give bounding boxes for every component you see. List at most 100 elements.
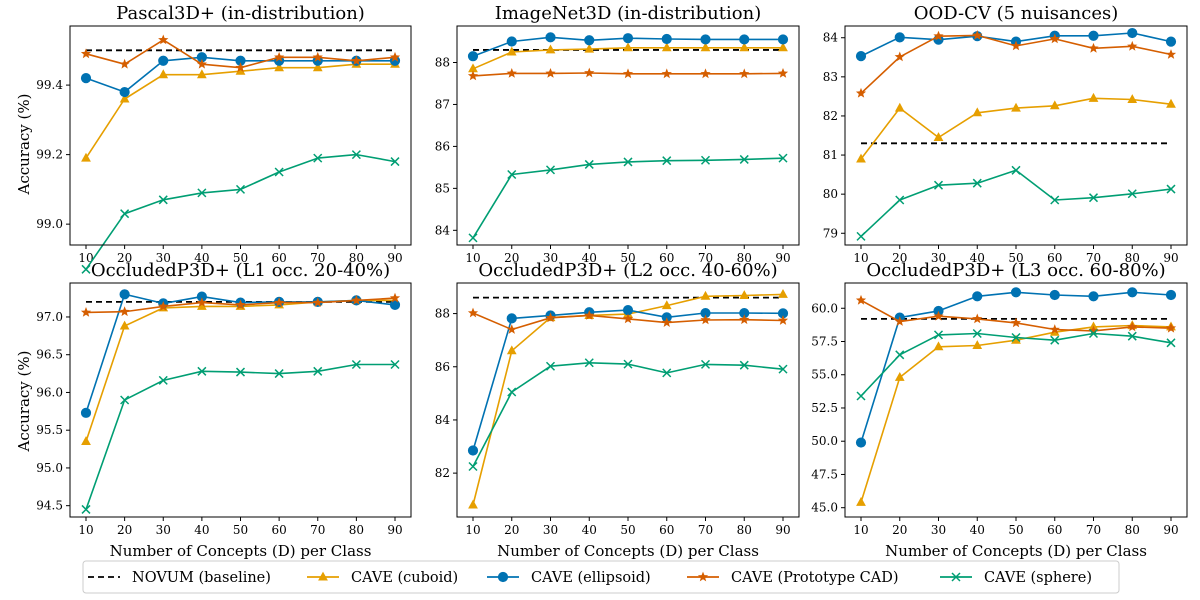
y-tick-label: 50.0 [811, 434, 838, 448]
x-tick-label: 60 [271, 523, 286, 537]
data-point-ellipsoid [855, 51, 867, 62]
data-point-cuboid [856, 153, 866, 163]
series-line-sphere [860, 169, 1172, 237]
data-point-cuboid [778, 289, 788, 298]
data-point-cuboid [1011, 102, 1021, 112]
legend-marker-prototype [697, 571, 709, 582]
data-point-sphere [1088, 193, 1099, 203]
x-tick-label: 40 [970, 251, 985, 265]
data-point-prototype [855, 294, 867, 305]
x-tick-label: 80 [737, 523, 752, 537]
panel: OccludedP3D+ (L3 occ. 60-80%) 10 20 30 40 50 6… [811, 260, 1188, 537]
data-point-prototype [1127, 321, 1138, 332]
series-ellipsoid [467, 32, 789, 62]
data-point-prototype [1088, 42, 1099, 53]
data-point-cuboid [1011, 334, 1021, 344]
x-tick-label: 90 [387, 251, 402, 265]
series-line-ellipsoid [472, 309, 784, 451]
y-tick-label: 47.5 [811, 467, 838, 481]
series-prototype [467, 67, 789, 81]
data-point-prototype [972, 313, 983, 324]
x-tick-label: 70 [310, 523, 325, 537]
data-point-cuboid [81, 436, 91, 445]
data-point-cuboid [545, 44, 556, 54]
data-point-cuboid [584, 43, 595, 53]
data-point-cuboid [506, 345, 517, 355]
data-point-prototype [933, 30, 944, 41]
series-ellipsoid [467, 305, 789, 456]
data-point-cuboid [1166, 98, 1176, 108]
data-point-sphere [739, 360, 749, 370]
data-point-cuboid [739, 290, 750, 299]
panel: OccludedP3D+ (L2 occ. 40-60%) 10 20 30 40 50 6… [435, 260, 800, 537]
legend-item-prototype: CAVE (Prototype CAD) [687, 570, 898, 586]
y-tick-label: 88 [435, 56, 450, 70]
panel: OccludedP3D+ (L1 occ. 20-40%) 10 20 30 40 50 6… [36, 260, 412, 537]
data-point-cuboid [933, 132, 944, 141]
y-tick-label: 95.5 [36, 423, 63, 437]
data-point-cuboid [739, 42, 750, 52]
x-tick-label: 90 [775, 523, 790, 537]
data-point-cuboid [661, 42, 672, 52]
data-point-prototype [196, 58, 207, 69]
data-point-ellipsoid [1165, 36, 1177, 47]
legend-item-cuboid: CAVE (cuboid) [307, 570, 458, 586]
y-tick-label: 84 [435, 413, 451, 427]
data-point-prototype [972, 30, 983, 40]
legend-marker-cuboid [318, 571, 328, 581]
data-point-prototype [622, 68, 634, 79]
y-axis-label: Accuracy (%) [15, 350, 33, 452]
x-axis-label: Number of Concepts (D) per Class [885, 542, 1147, 560]
panel-title: OOD-CV (5 nuisances) [914, 3, 1119, 24]
data-point-sphere [662, 156, 672, 166]
data-point-ellipsoid [467, 445, 479, 456]
data-point-prototype [661, 317, 672, 327]
data-point-sphere [895, 195, 905, 205]
data-point-prototype [584, 310, 595, 320]
y-tick-label: 96.0 [36, 385, 63, 399]
x-tick-label: 40 [582, 523, 597, 537]
data-point-prototype [545, 312, 556, 323]
data-point-prototype [158, 34, 169, 45]
data-point-cuboid [235, 65, 246, 75]
data-point-sphere [856, 231, 866, 241]
data-point-cuboid [778, 42, 788, 52]
y-tick-label: 82 [435, 466, 450, 480]
x-tick-label: 30 [931, 523, 946, 537]
data-point-prototype [158, 301, 169, 311]
data-point-prototype [855, 87, 867, 98]
data-point-sphere [933, 180, 944, 190]
x-tick-label: 50 [620, 251, 635, 265]
x-tick-label: 30 [156, 251, 171, 265]
x-tick-label: 20 [117, 251, 132, 265]
data-point-cuboid [312, 62, 323, 72]
data-point-cuboid [1049, 100, 1060, 110]
data-point-ellipsoid [584, 35, 595, 46]
data-point-sphere [1088, 328, 1099, 339]
y-tick-label: 82 [823, 109, 838, 123]
data-point-prototype [1127, 40, 1138, 51]
data-point-sphere [468, 461, 478, 472]
data-point-prototype [1088, 325, 1099, 336]
data-point-ellipsoid [1165, 289, 1177, 301]
y-tick-label: 99.0 [36, 217, 63, 231]
data-point-cuboid [894, 102, 905, 112]
data-point-ellipsoid [506, 313, 517, 324]
x-axis-label: Number of Concepts (D) per Class [497, 542, 759, 560]
x-tick-label: 20 [117, 523, 132, 537]
data-point-sphere [895, 350, 905, 360]
series-cuboid [856, 320, 1176, 506]
data-point-sphere [662, 368, 672, 378]
data-point-prototype [700, 314, 711, 325]
legend-marker-ellipsoid [497, 571, 509, 583]
data-point-prototype [1165, 322, 1177, 333]
data-point-ellipsoid [894, 32, 905, 43]
legend-label: CAVE (ellipsoid) [531, 570, 651, 586]
data-point-prototype [274, 51, 285, 62]
series-line-sphere [472, 157, 784, 239]
data-point-ellipsoid [1127, 287, 1138, 298]
data-point-sphere [120, 209, 130, 219]
data-point-sphere [313, 366, 323, 376]
data-point-sphere [972, 328, 982, 339]
